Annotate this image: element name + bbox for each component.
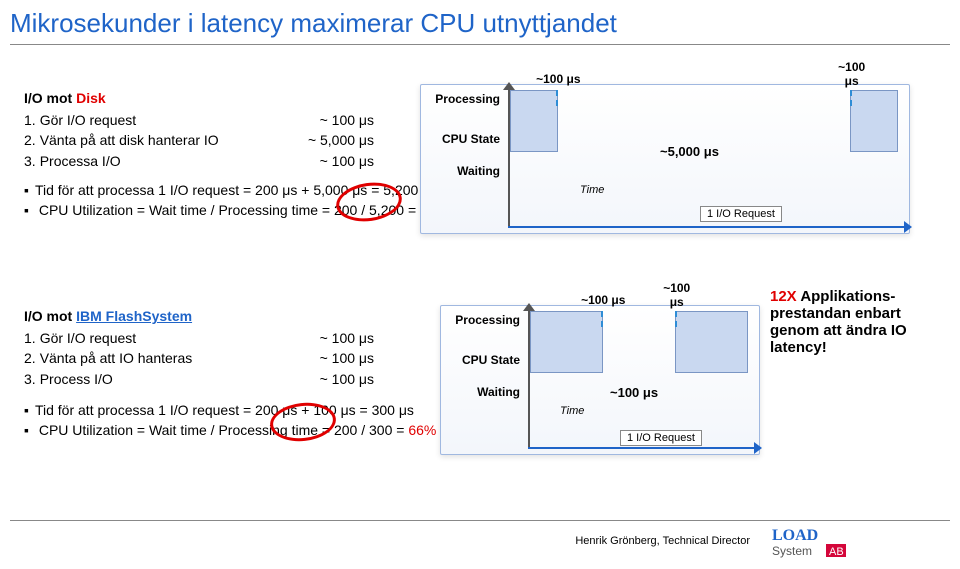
bullet-item: Tid för att processa 1 I/O request = 200… (24, 400, 474, 420)
y-label-cpustate: CPU State (420, 132, 500, 146)
tick-label: ~100μs (812, 60, 892, 88)
time-label: Time (580, 184, 604, 196)
proc-bar (850, 90, 898, 152)
proc-bar (675, 311, 748, 373)
section1-heading-red: Disk (76, 90, 106, 106)
bullet-item: CPU Utilization = Wait time / Processing… (24, 200, 474, 220)
footer-divider (10, 520, 950, 521)
diagram-box (420, 84, 910, 234)
y-label-waiting: Waiting (440, 385, 520, 399)
diagram-flash: Processing CPU State Waiting ~100 μs ~10… (440, 305, 760, 455)
callout: 12X Applikations-prestandan enbart genom… (770, 288, 935, 356)
list-item: 2. Vänta på att disk hanterar IO ~ 5,000… (24, 130, 374, 150)
request-label: 1 I/O Request (700, 206, 782, 222)
proc-bar (530, 311, 603, 373)
section1-heading-prefix: I/O mot (24, 90, 76, 106)
proc-bar (510, 90, 558, 152)
tick: ~100μs (850, 90, 853, 106)
bullet-item: CPU Utilization = Wait time / Processing… (24, 420, 474, 440)
tick: ~100 μs (556, 90, 559, 106)
y-label-cpustate: CPU State (440, 353, 520, 367)
slide-title: Mikrosekunder i latency maximerar CPU ut… (10, 8, 617, 39)
tick-label: ~100μs (637, 281, 717, 309)
y-arrow-icon (523, 303, 535, 311)
wait-label: ~5,000 μs (660, 144, 719, 159)
section2-bullets: Tid för att processa 1 I/O request = 200… (24, 400, 474, 441)
tick: ~100 μs (601, 311, 604, 327)
section1-bullets: Tid för att processa 1 I/O request = 200… (24, 180, 474, 221)
section2-heading-prefix: I/O mot (24, 308, 76, 324)
tick: ~100μs (675, 311, 678, 327)
list-item: 1. Gör I/O request ~ 100 μs (24, 110, 374, 130)
section2-heading: I/O mot IBM FlashSystem (24, 308, 374, 324)
x-axis (528, 447, 754, 449)
y-arrow-icon (503, 82, 515, 90)
section1-text: I/O mot Disk 1. Gör I/O request ~ 100 μs… (24, 90, 374, 171)
time-label: Time (560, 405, 584, 417)
list-item: 3. Processa I/O ~ 100 μs (24, 151, 374, 171)
tick-label: ~100 μs (518, 72, 598, 86)
list-item: 1. Gör I/O request ~ 100 μs (24, 328, 374, 348)
section1-heading: I/O mot Disk (24, 90, 374, 106)
x-arrow-icon (754, 442, 762, 454)
request-label: 1 I/O Request (620, 430, 702, 446)
tick-label: ~100 μs (563, 293, 643, 307)
y-label-processing: Processing (420, 92, 500, 106)
x-arrow-icon (904, 221, 912, 233)
logo-icon: LOAD System AB (772, 525, 942, 559)
list-item: 2. Vänta på att IO hanteras ~ 100 μs (24, 348, 374, 368)
bullet-item: Tid för att processa 1 I/O request = 200… (24, 180, 474, 200)
x-axis (508, 226, 904, 228)
y-label-processing: Processing (440, 313, 520, 327)
callout-red: 12X (770, 288, 797, 305)
footer-credit: Henrik Grönberg, Technical Director (575, 535, 750, 547)
svg-text:System: System (772, 544, 812, 558)
footer-logo: LOAD System AB (772, 525, 942, 559)
list-item: 3. Process I/O ~ 100 μs (24, 369, 374, 389)
svg-text:AB: AB (829, 546, 844, 558)
title-underline (10, 44, 950, 45)
section2-text: I/O mot IBM FlashSystem 1. Gör I/O reque… (24, 308, 374, 389)
y-label-waiting: Waiting (420, 164, 500, 178)
svg-text:LOAD: LOAD (772, 527, 818, 544)
section2-heading-link: IBM FlashSystem (76, 308, 192, 324)
wait-label: ~100 μs (610, 385, 658, 400)
diagram-disk: Processing CPU State Waiting ~100 μs ~10… (420, 84, 910, 234)
